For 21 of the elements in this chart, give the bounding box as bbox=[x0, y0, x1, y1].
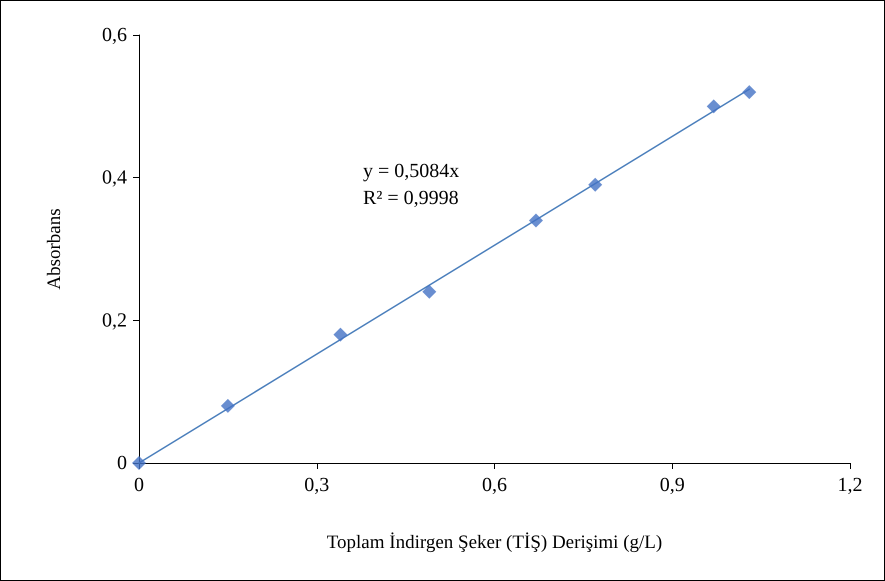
annotation: y = 0,5084x bbox=[363, 160, 460, 182]
annotation: R² = 0,9998 bbox=[363, 187, 459, 209]
x-tick-label: 1,2 bbox=[838, 474, 862, 496]
y-tick-label: 0 bbox=[117, 452, 127, 474]
x-axis-title: Toplam İndirgen Şeker (TİŞ) Derişimi (g/L) bbox=[326, 532, 662, 553]
point bbox=[422, 284, 436, 299]
y-tick-label: 0,2 bbox=[102, 309, 127, 332]
point bbox=[588, 178, 602, 192]
y-axis-title: Absorbans bbox=[44, 208, 65, 290]
point bbox=[706, 99, 721, 114]
x-tick-label: 0 bbox=[134, 474, 144, 496]
point bbox=[132, 456, 146, 470]
point bbox=[742, 85, 756, 100]
point bbox=[333, 328, 348, 342]
y-tick-label: 0,6 bbox=[102, 24, 127, 46]
x-tick-label: 0,9 bbox=[660, 474, 685, 496]
point bbox=[528, 213, 543, 228]
x-tick-label: 0,6 bbox=[482, 474, 507, 496]
point bbox=[220, 398, 235, 413]
y-tick-label: 0,4 bbox=[102, 166, 127, 189]
x-tick-label: 0,3 bbox=[304, 474, 330, 496]
